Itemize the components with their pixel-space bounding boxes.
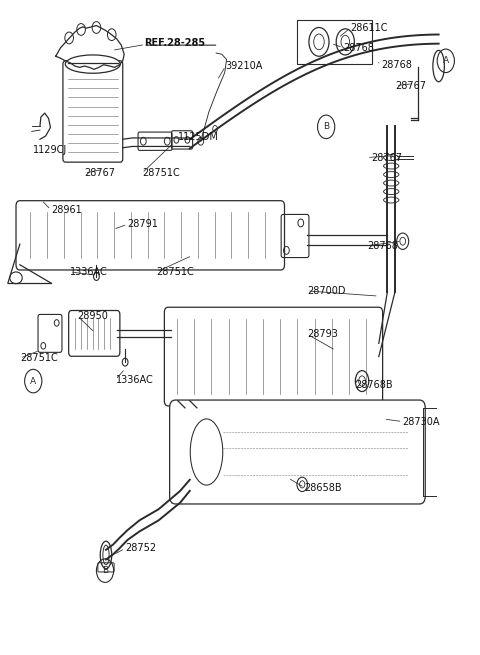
Text: B: B (323, 122, 329, 132)
Text: B: B (102, 566, 108, 575)
Text: 28751C: 28751C (20, 353, 58, 364)
Text: 28767: 28767 (372, 153, 403, 162)
Text: 28791: 28791 (128, 219, 158, 229)
Text: A: A (30, 377, 36, 386)
Text: 28961: 28961 (51, 205, 82, 215)
Text: 28658B: 28658B (305, 483, 342, 493)
Text: 1129CJ: 1129CJ (33, 145, 68, 155)
Ellipse shape (433, 50, 444, 82)
Text: 28768: 28768 (367, 241, 398, 251)
Text: A: A (443, 56, 449, 66)
Text: 1336AC: 1336AC (116, 375, 153, 384)
Ellipse shape (103, 545, 109, 565)
Text: 28793: 28793 (307, 329, 338, 339)
Text: 28950: 28950 (77, 310, 108, 321)
Text: 1336AC: 1336AC (70, 267, 108, 277)
Ellipse shape (65, 55, 120, 73)
Text: 28768: 28768 (343, 43, 374, 53)
Text: 28751C: 28751C (156, 267, 194, 277)
Text: 28752: 28752 (125, 544, 156, 553)
FancyBboxPatch shape (169, 400, 425, 504)
Text: 28767: 28767 (396, 81, 427, 90)
Text: 28767: 28767 (84, 168, 116, 178)
Text: 28611C: 28611C (350, 23, 387, 33)
Text: 39210A: 39210A (226, 61, 263, 71)
Text: 28700D: 28700D (307, 286, 346, 296)
Text: 28768B: 28768B (355, 380, 393, 390)
Text: 1125DM: 1125DM (178, 132, 219, 141)
Text: 28730A: 28730A (403, 417, 440, 426)
Text: 28751C: 28751C (142, 168, 180, 178)
Text: 28768: 28768 (381, 60, 412, 69)
Bar (298, 20, 372, 64)
Ellipse shape (100, 541, 112, 569)
Text: REF.28-285: REF.28-285 (144, 38, 205, 48)
